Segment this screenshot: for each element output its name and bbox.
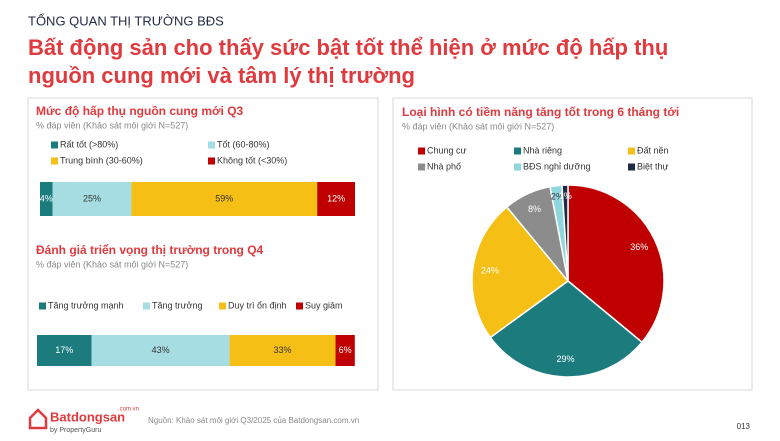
legend-label: Rất tốt (>80%) bbox=[60, 139, 118, 149]
legend-swatch bbox=[628, 163, 635, 171]
legend-swatch bbox=[296, 302, 303, 310]
legend-label: Biệt thự bbox=[637, 161, 669, 171]
bar-segment bbox=[131, 182, 318, 216]
value-label: 1% bbox=[559, 191, 572, 201]
panel bbox=[392, 97, 753, 391]
bar-segment bbox=[229, 335, 336, 366]
legend-label: Nhà phố bbox=[427, 161, 461, 171]
value-label: 29% bbox=[557, 354, 575, 364]
value-label: 12% bbox=[327, 193, 345, 203]
logo-byline: by PropertyGuru bbox=[50, 427, 101, 434]
legend-swatch bbox=[143, 302, 150, 310]
legend-label: Không tốt (<30%) bbox=[217, 155, 287, 165]
bar-segment bbox=[335, 335, 355, 366]
chart-subtitle: % đáp viên (Khảo sát môi giới N=527) bbox=[402, 121, 554, 131]
pie-slice bbox=[567, 184, 665, 344]
legend-swatch bbox=[418, 147, 425, 155]
value-label: 33% bbox=[274, 345, 292, 355]
bar-segment bbox=[40, 182, 53, 216]
chart-title: Đánh giá triển vọng thị trường trong Q4 bbox=[36, 243, 264, 257]
legend-label: Tăng trưởng mạnh bbox=[48, 300, 123, 310]
legend-swatch bbox=[208, 157, 215, 165]
value-label: 6% bbox=[339, 345, 352, 355]
chart-subtitle: % đáp viên (Khảo sát môi giới N=527) bbox=[36, 120, 188, 130]
legend-swatch bbox=[514, 147, 521, 155]
bar-segment bbox=[52, 182, 132, 216]
legend-swatch bbox=[628, 147, 635, 155]
chart-subtitle: % đáp viên (Khảo sát môi giới N=527) bbox=[36, 259, 188, 269]
legend-swatch bbox=[418, 163, 425, 171]
bar-segment bbox=[317, 182, 355, 216]
pie-slice bbox=[471, 205, 570, 339]
logo: Batdongsan .com.vn by PropertyGuru bbox=[28, 407, 139, 434]
kicker: TỔNG QUAN THỊ TRƯỜNG BĐS bbox=[28, 13, 224, 28]
bar-segment bbox=[91, 335, 230, 366]
legend-label: Duy trì ổn định bbox=[228, 300, 287, 310]
legend-label: Chung cư bbox=[427, 145, 467, 155]
legend-swatch bbox=[208, 141, 215, 149]
chart-title: Mức độ hấp thụ nguồn cung mới Q3 bbox=[36, 104, 244, 118]
bar-segment bbox=[37, 335, 92, 366]
legend-swatch bbox=[219, 302, 226, 310]
value-label: 36% bbox=[630, 242, 648, 252]
panel bbox=[27, 97, 379, 391]
legend-label: Đất nền bbox=[637, 145, 669, 155]
legend-swatch bbox=[514, 163, 521, 171]
value-label: 59% bbox=[215, 193, 233, 203]
legend-swatch bbox=[51, 157, 58, 165]
value-label: 43% bbox=[152, 345, 170, 355]
value-label: 17% bbox=[55, 345, 73, 355]
slide-title: Bất động sản cho thấy sức bật tốt thể hi… bbox=[28, 35, 668, 60]
pie-slice bbox=[561, 184, 569, 282]
legend-label: Tăng trưởng bbox=[152, 300, 202, 310]
source: Nguồn: Khảo sát môi giới Q3/2025 của Bat… bbox=[148, 416, 359, 425]
pie-slice bbox=[489, 280, 644, 378]
chart-title: Loại hình có tiềm năng tăng tốt trong 6 … bbox=[402, 105, 679, 119]
value-label: 4% bbox=[40, 193, 53, 203]
logo-name: Batdongsan bbox=[50, 409, 125, 424]
legend-label: BĐS nghỉ dưỡng bbox=[523, 161, 590, 171]
legend-label: Suy giảm bbox=[305, 300, 343, 310]
logo-suffix: .com.vn bbox=[118, 407, 139, 413]
legend-swatch bbox=[39, 302, 46, 310]
value-label: 2% bbox=[551, 192, 564, 202]
legend-label: Nhà riêng bbox=[523, 145, 562, 155]
legend-label: Trung bình (30-60%) bbox=[60, 155, 143, 165]
value-label: 24% bbox=[481, 266, 499, 276]
page-number: 013 bbox=[737, 422, 751, 431]
value-label: 8% bbox=[528, 204, 541, 214]
slide-title: nguồn cung mới và tâm lý thị trường bbox=[28, 63, 415, 88]
legend-label: Tốt (60-80%) bbox=[217, 139, 270, 149]
logo-icon bbox=[28, 408, 48, 430]
legend-swatch bbox=[51, 141, 58, 149]
value-label: 25% bbox=[83, 193, 101, 203]
